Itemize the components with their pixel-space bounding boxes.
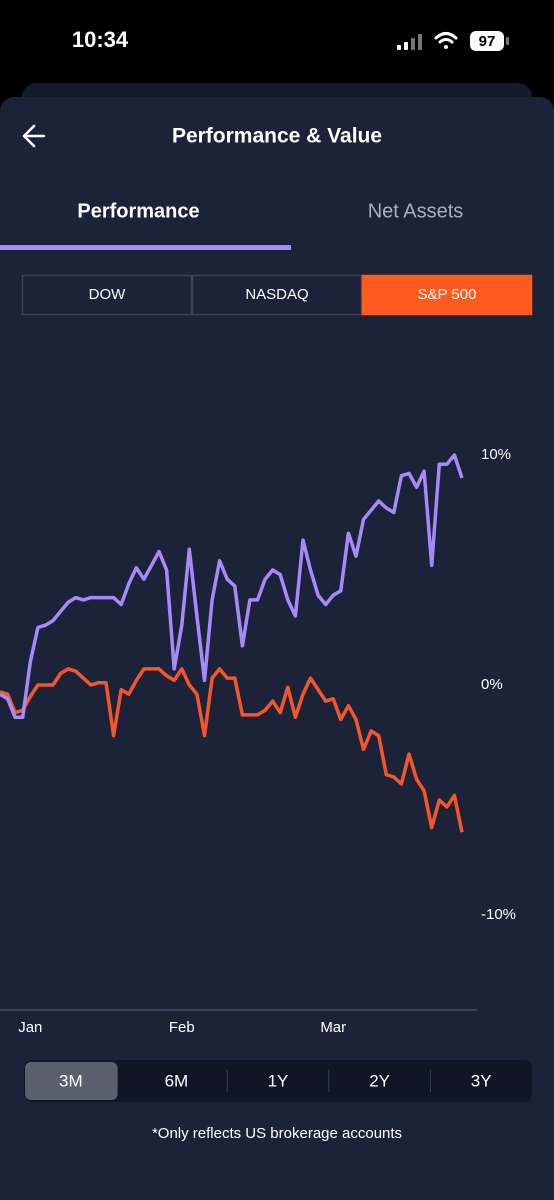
page-title: Performance & Value [172,125,382,148]
range-option-bg[interactable] [25,1062,118,1100]
range-option[interactable]: 3M [59,1071,83,1090]
tab[interactable]: Performance [77,200,199,222]
panel [0,97,554,1200]
index-option-bg[interactable] [191,274,363,316]
x-tick-label: Mar [320,1019,346,1036]
index-option-bg[interactable] [21,274,193,316]
y-tick-label: -10% [481,906,516,923]
series-line [0,667,464,833]
battery-level: 97 [479,33,496,50]
battery-tip [506,37,509,45]
battery-icon [470,31,504,51]
index-option[interactable]: S&P 500 [418,286,477,303]
range-selector-bg [24,1060,532,1102]
index-option-bg[interactable] [361,274,533,316]
footnote: *Only reflects US brokerage accounts [152,1125,402,1142]
signal-icon [397,34,422,50]
wifi-icon [434,32,458,49]
y-tick-label: 10% [481,446,511,463]
x-tick-label: Feb [169,1019,195,1036]
x-tick-label: Jan [18,1019,42,1036]
range-option[interactable]: 3Y [471,1071,492,1090]
index-option[interactable]: DOW [89,286,127,303]
back-button[interactable] [22,124,46,148]
range-option[interactable]: 1Y [268,1071,289,1090]
tab-indicator [0,245,291,250]
index-selector: DOW NASDAQ S&P 500 [21,274,533,316]
tabs: Performance Net Assets [0,200,463,250]
index-option[interactable]: NASDAQ [245,286,308,303]
series-line [0,453,464,719]
status-time: 10:34 [72,27,129,52]
y-tick-label: 0% [481,676,503,693]
range-selector: 3M 6M 1Y 2Y 3Y [25,1062,492,1100]
tab[interactable]: Net Assets [368,200,464,222]
range-option[interactable]: 6M [165,1071,189,1090]
chart: 10% 0% -10% Jan Feb Mar [0,446,516,1036]
range-option[interactable]: 2Y [369,1071,390,1090]
